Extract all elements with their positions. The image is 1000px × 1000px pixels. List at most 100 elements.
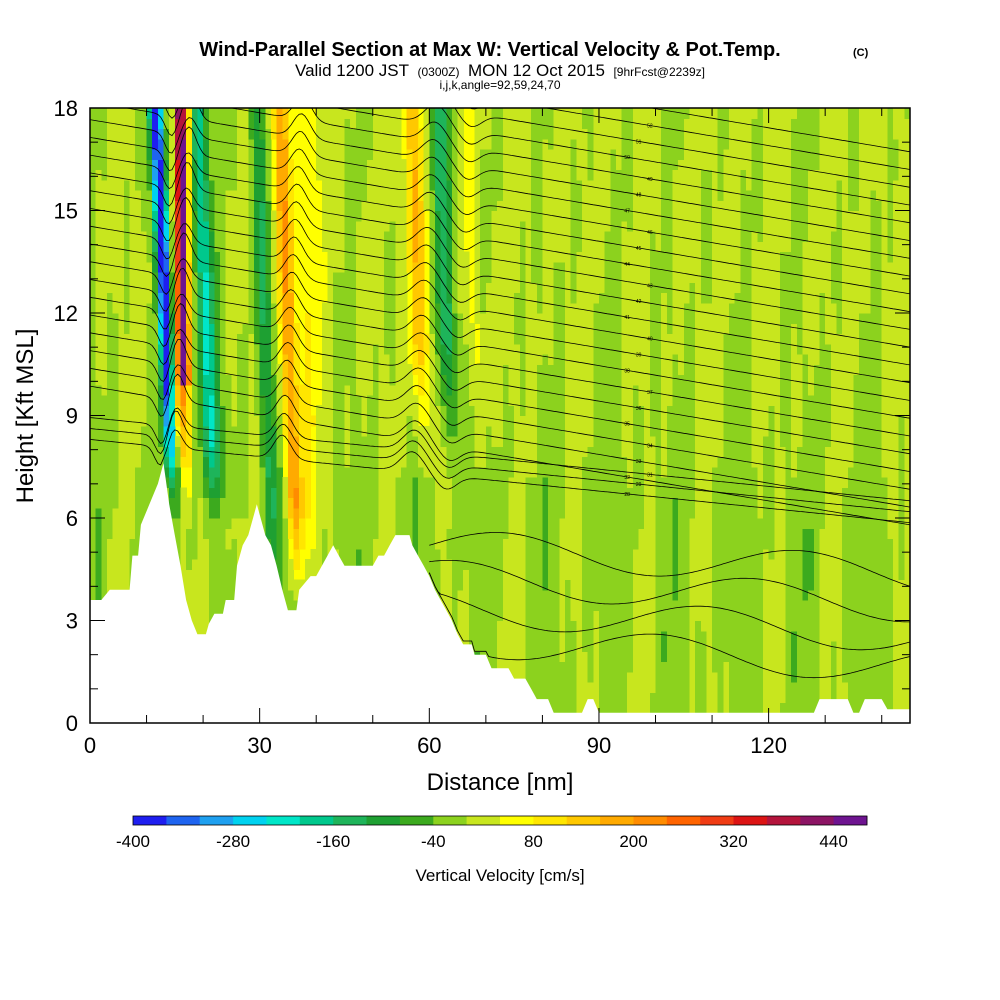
isentrope-line: [90, 152, 910, 295]
x-tick-label: 30: [247, 733, 271, 758]
isentrope-label: 47: [624, 209, 630, 215]
colorbar-tick-label: -160: [316, 832, 350, 851]
y-tick-label: 0: [66, 711, 78, 736]
colorbar-swatch: [466, 816, 501, 825]
isentrope-label: 37: [647, 390, 653, 396]
isentrope-label: 43: [647, 283, 653, 289]
colorbar-label: Vertical Velocity [cm/s]: [415, 866, 584, 885]
x-tick-label: 0: [84, 733, 96, 758]
isentrope-line: [428, 572, 910, 679]
isentrope-line: [90, 410, 910, 513]
colorbar-frame: [132, 815, 868, 826]
isentrope-label: 42: [636, 299, 642, 305]
colorbar-swatch: [433, 816, 468, 825]
isentrope-label: 29: [636, 482, 642, 488]
isentrope-line: [165, 108, 910, 224]
isentrope-line: [90, 364, 910, 508]
isentrope-line: [90, 373, 910, 526]
y-tick-label: 6: [66, 506, 78, 531]
colorbar-swatch: [500, 816, 534, 825]
isentrope-label: 40: [647, 337, 653, 343]
isentrope-line: [90, 429, 910, 523]
isentrope-line: [90, 117, 910, 259]
isentrope-line: [123, 108, 910, 241]
isentrope-label: 36: [636, 406, 642, 412]
colorbar-swatch: [600, 816, 634, 825]
colorbar-swatch: [299, 816, 334, 825]
isentrope-line: [90, 338, 910, 490]
colorbar-swatch: [666, 816, 701, 825]
colorbar-swatch: [266, 816, 301, 825]
x-tick-label: 60: [417, 733, 441, 758]
isentrope-line: [90, 328, 910, 472]
y-tick-label: 18: [54, 96, 78, 121]
colorbar-swatch: [166, 816, 201, 825]
colorbar-swatch: [633, 816, 668, 825]
colorbar-swatch: [533, 816, 568, 825]
isentrope-line: [469, 108, 910, 170]
colorbar-swatch: [333, 816, 367, 825]
isentrope-line: [649, 108, 910, 153]
colorbar-swatch: [833, 816, 868, 825]
isentrope-line: [428, 572, 910, 651]
isentrope-contours: [90, 108, 910, 679]
terrain: [90, 463, 910, 723]
isentrope-line: [454, 108, 910, 188]
isentrope-label: 28: [624, 492, 630, 498]
isentrope-label: 32: [624, 475, 630, 481]
y-tick-label: 3: [66, 609, 78, 634]
x-axis-label: Distance [nm]: [427, 769, 574, 796]
colorbar-tick-label: 440: [819, 832, 847, 851]
y-tick-label: 9: [66, 404, 78, 429]
colorbar-swatch: [733, 816, 768, 825]
isentrope-label: 34: [647, 443, 653, 449]
subtitle-utc: (0300Z): [417, 65, 459, 79]
y-tick-label: 15: [54, 199, 78, 224]
colorbar-tick-label: 200: [619, 832, 647, 851]
colorbar-tick-label: -40: [421, 832, 446, 851]
isentrope-label: 46: [647, 230, 653, 236]
isentrope-line: [90, 162, 910, 312]
isentrope-label: 44: [624, 262, 630, 268]
isentrope-label: 51: [636, 139, 642, 145]
colorbar-swatch: [766, 816, 801, 825]
colorbar-tick-label: 80: [524, 832, 543, 851]
colorbar-tick-label: -280: [216, 832, 250, 851]
y-tick-label: 12: [54, 301, 78, 326]
colorbar-swatch: [700, 816, 734, 825]
x-tick-label: 120: [750, 733, 787, 758]
isentrope-line: [90, 293, 910, 437]
isentrope-label: 35: [624, 422, 630, 428]
isentrope-label: 45: [636, 246, 642, 252]
isentrope-label: 39: [636, 353, 642, 359]
y-axis-label: Height [Kft MSL]: [12, 329, 39, 504]
isentrope-label: 52: [647, 124, 653, 130]
isentrope-line: [90, 407, 910, 502]
chart-title-mark: (C): [853, 47, 869, 59]
colorbar-swatch: [133, 816, 167, 825]
isentrope-label: 31: [647, 472, 653, 478]
isentrope-label: 48: [636, 193, 642, 199]
isentrope-line: [90, 232, 910, 384]
chart-subtitle: Valid 1200 JST (0300Z) MON 12 Oct 2015 […: [295, 61, 705, 80]
subtitle-forecast: [9hrFcst@2239z]: [613, 65, 705, 79]
isentrope-line: [90, 302, 910, 455]
isentrope-line: [334, 108, 910, 206]
plot-area: 28 29 31 32 33 34 35 36 37 38 39 40 41 42 43 44 45 46 47 48…: [90, 108, 910, 723]
isentrope-line: [90, 126, 910, 277]
colorbar-tick-label: 320: [719, 832, 747, 851]
colorbar-swatch: [233, 816, 267, 825]
colorbar-swatch: [199, 816, 234, 825]
isentrope-line: [90, 187, 910, 330]
isentrope-label: 50: [624, 155, 630, 161]
isentrope-line: [90, 267, 910, 419]
isentrope-label: 49: [647, 177, 653, 183]
chart-title: Wind-Parallel Section at Max W: Vertical…: [199, 39, 780, 61]
colorbar-swatch: [399, 816, 434, 825]
isentrope-line: [429, 560, 910, 623]
colorbar-swatch: [566, 816, 601, 825]
x-tick-label: 90: [587, 733, 611, 758]
colorbar-swatch: [366, 816, 401, 825]
